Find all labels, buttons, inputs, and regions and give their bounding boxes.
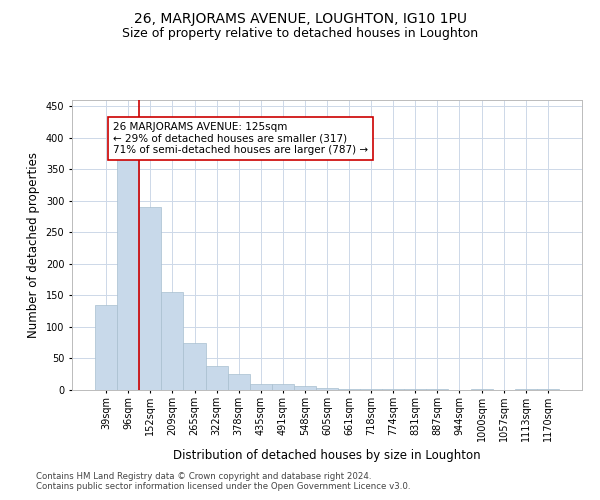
Bar — [206, 366, 227, 390]
Bar — [95, 305, 117, 390]
Bar — [316, 388, 338, 390]
Bar — [294, 386, 316, 390]
Bar — [250, 384, 272, 390]
Text: Contains public sector information licensed under the Open Government Licence v3: Contains public sector information licen… — [36, 482, 410, 491]
Bar — [272, 384, 294, 390]
Bar — [227, 374, 250, 390]
Text: 26 MARJORAMS AVENUE: 125sqm
← 29% of detached houses are smaller (317)
71% of se: 26 MARJORAMS AVENUE: 125sqm ← 29% of det… — [113, 122, 368, 156]
Bar — [360, 388, 382, 390]
Y-axis label: Number of detached properties: Number of detached properties — [27, 152, 40, 338]
Bar — [184, 342, 206, 390]
Text: 26, MARJORAMS AVENUE, LOUGHTON, IG10 1PU: 26, MARJORAMS AVENUE, LOUGHTON, IG10 1PU — [133, 12, 467, 26]
X-axis label: Distribution of detached houses by size in Loughton: Distribution of detached houses by size … — [173, 450, 481, 462]
Bar — [338, 388, 360, 390]
Text: Size of property relative to detached houses in Loughton: Size of property relative to detached ho… — [122, 28, 478, 40]
Bar — [139, 207, 161, 390]
Bar — [117, 156, 139, 390]
Text: Contains HM Land Registry data © Crown copyright and database right 2024.: Contains HM Land Registry data © Crown c… — [36, 472, 371, 481]
Bar — [161, 292, 184, 390]
